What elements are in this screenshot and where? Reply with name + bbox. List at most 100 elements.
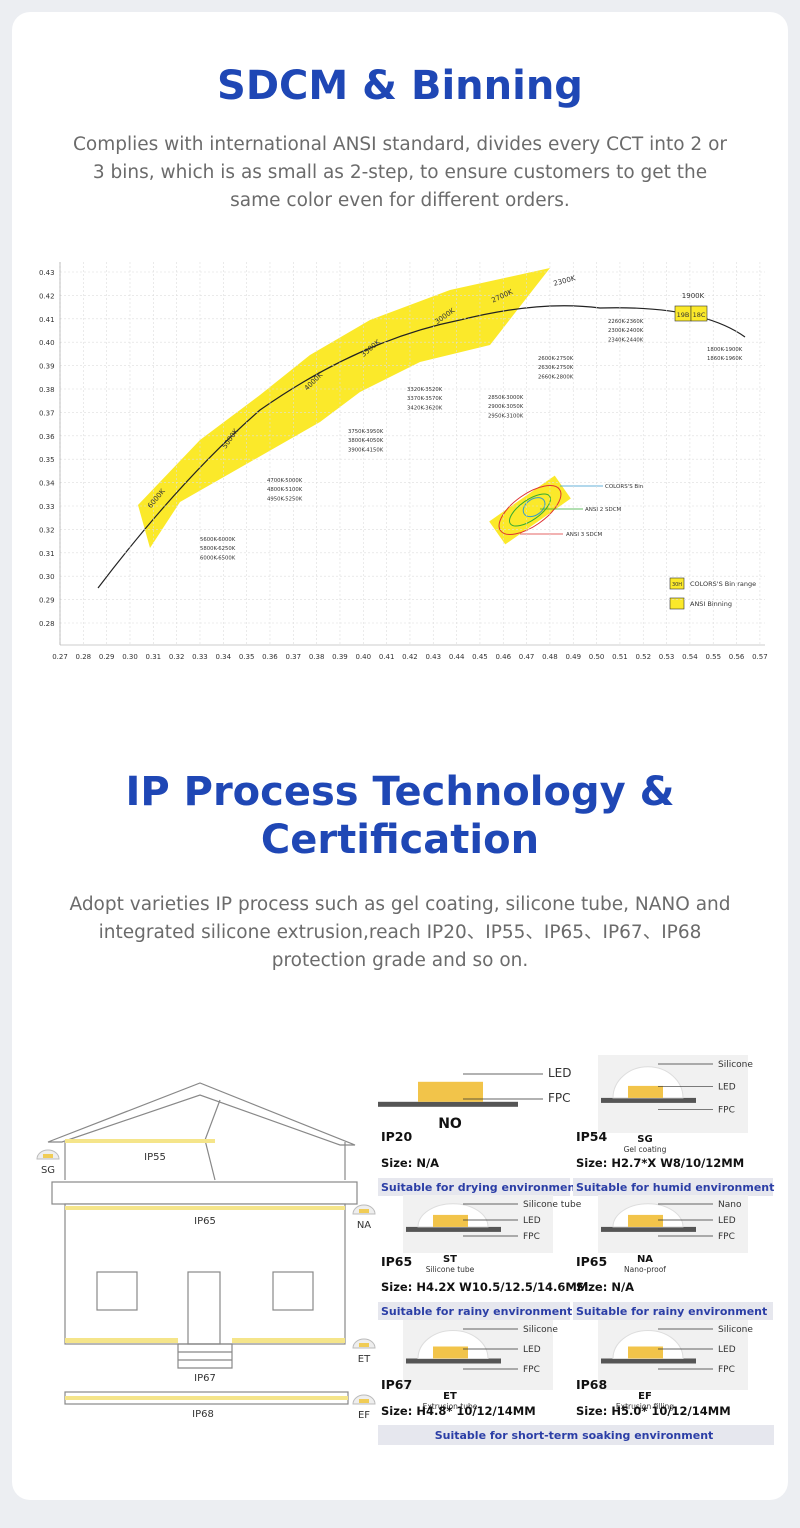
label: 0.43	[39, 269, 55, 277]
label: 2630K-2750K	[538, 365, 574, 371]
label: 0.30	[122, 653, 138, 661]
label: IP65	[194, 1216, 216, 1227]
label: LED	[523, 1345, 541, 1355]
label: 0.46	[495, 653, 511, 661]
section-title: SDCM & Binning	[217, 63, 583, 109]
label: EF	[358, 1410, 370, 1421]
label: 0.33	[39, 503, 55, 511]
label: 0.42	[39, 292, 55, 300]
label: 0.31	[39, 550, 55, 558]
label: IP55	[144, 1152, 166, 1163]
side-icon	[359, 1399, 369, 1403]
label: 1900K	[682, 292, 705, 300]
label: 0.35	[239, 653, 255, 661]
label: 0.43	[425, 653, 441, 661]
label: 4800K-5100K	[267, 487, 303, 493]
label: 3320K-3520K	[407, 387, 443, 393]
label: Size: H2.7*X W8/10/12MM	[576, 1156, 744, 1170]
label: LED	[548, 1066, 572, 1080]
label: 18C	[693, 311, 706, 319]
label: LED	[523, 1216, 541, 1226]
label: 0.53	[659, 653, 675, 661]
suitability-bar	[378, 1178, 570, 1196]
label: Size: N/A	[576, 1280, 634, 1294]
label: 0.38	[39, 386, 55, 394]
label: 5800K-6250K	[200, 546, 236, 552]
label: 0.48	[542, 653, 558, 661]
label: 0.34	[216, 653, 232, 661]
suitability-bar	[378, 1425, 774, 1445]
label: 0.36	[39, 433, 55, 441]
label: 0.39	[39, 363, 55, 371]
label: 0.54	[682, 653, 698, 661]
ellipse-inset	[489, 475, 571, 545]
label: IP68	[576, 1377, 607, 1392]
label: FPC	[523, 1232, 540, 1242]
label: 0.41	[39, 316, 55, 324]
label: Silicone	[718, 1325, 753, 1335]
side-icon	[359, 1209, 369, 1213]
label: 3370K-3570K	[407, 396, 443, 402]
label: 0.32	[39, 526, 55, 534]
label: 0.40	[39, 339, 55, 347]
label: 0.28	[39, 620, 55, 628]
label: 0.50	[589, 653, 605, 661]
label: IP65	[576, 1254, 607, 1269]
label: 0.42	[402, 653, 418, 661]
label: 0.52	[635, 653, 651, 661]
label: COLORS'S Bin	[605, 484, 644, 490]
label: 0.39	[332, 653, 348, 661]
label: Size: H5.0* 10/12/14MM	[576, 1404, 731, 1418]
label: 2660K-2800K	[538, 374, 574, 380]
label: Silicone tube	[523, 1200, 582, 1210]
label: LED	[718, 1216, 736, 1226]
fpc	[378, 1101, 518, 1107]
label: 3750K-3950K	[348, 429, 384, 435]
label: 0.36	[262, 653, 278, 661]
side-icon	[43, 1154, 53, 1158]
label: IP68	[192, 1409, 214, 1420]
label: 3800K-4050K	[348, 438, 384, 444]
label: 0.29	[39, 597, 55, 605]
suitability-bar	[378, 1302, 570, 1320]
label: 0.37	[286, 653, 302, 661]
label: 0.55	[705, 653, 721, 661]
label: EF	[638, 1391, 652, 1402]
suitability-bar	[573, 1178, 773, 1196]
label: Size: H4.2X W10.5/12.5/14.6MM	[381, 1280, 588, 1294]
label: 6000K-6500K	[200, 555, 236, 561]
label: 3900K-4150K	[348, 447, 384, 453]
label: SG	[41, 1165, 55, 1176]
label: SG	[637, 1134, 652, 1145]
label: 5600K-6000K	[200, 537, 236, 543]
label: 0.45	[472, 653, 488, 661]
label: 0.49	[565, 653, 581, 661]
label: Suitable for drying environment	[381, 1181, 581, 1194]
label: COLORS'S Bin range	[690, 580, 756, 588]
label: FPC	[718, 1232, 735, 1242]
label: Extrusion tube	[423, 1402, 478, 1411]
label: ANSI 3 SDCM	[566, 532, 603, 538]
label: ST	[443, 1254, 457, 1265]
section-title: IP Process Technology & Certification	[125, 769, 675, 863]
label: 2300K	[553, 274, 577, 288]
label: IP54	[576, 1129, 608, 1144]
house	[47, 1082, 358, 1405]
label: 0.37	[39, 409, 55, 417]
label: Suitable for rainy environment	[381, 1305, 572, 1318]
label: 0.29	[99, 653, 115, 661]
led	[433, 1346, 468, 1359]
label: Size: N/A	[381, 1156, 439, 1170]
label: ET	[358, 1354, 371, 1365]
label: 4700K-5000K	[267, 478, 303, 484]
label: 0.30	[39, 573, 55, 581]
label: Size: H4.8* 10/12/14MM	[381, 1404, 536, 1418]
led	[628, 1346, 663, 1359]
label: IP67	[194, 1373, 216, 1384]
label: Gel coating	[624, 1145, 667, 1154]
label: 0.35	[39, 456, 55, 464]
label: 0.34	[39, 480, 55, 488]
fpc	[406, 1226, 501, 1232]
label: 0.56	[729, 653, 745, 661]
